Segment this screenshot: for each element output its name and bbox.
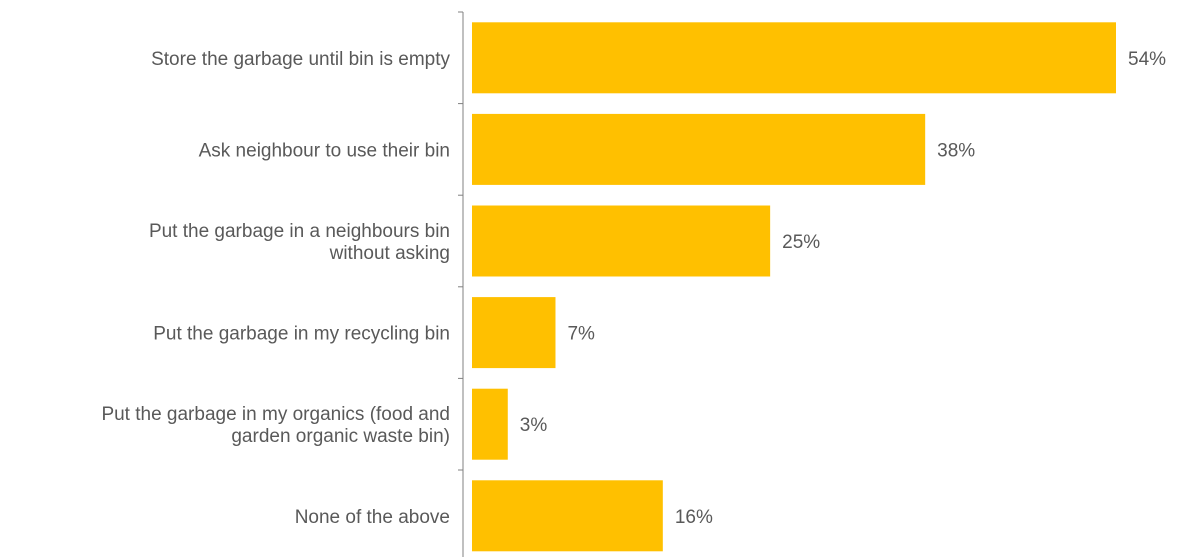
tick-label-line: garden organic waste bin) bbox=[231, 426, 450, 447]
category-axis bbox=[458, 11, 464, 557]
bar bbox=[472, 297, 556, 369]
data-label: 3% bbox=[520, 415, 548, 436]
bar bbox=[472, 480, 663, 552]
value-labels: 54% 38% 25% 7% 3% 16% bbox=[520, 49, 1166, 528]
data-label: 38% bbox=[937, 140, 975, 161]
tick-label: Store the garbage until bin is empty bbox=[151, 49, 450, 70]
tick-label-line: Ask neighbour to use their bin bbox=[199, 140, 450, 161]
category-labels: Store the garbage until bin is empty Ask … bbox=[101, 49, 450, 528]
tick-label-line: Store the garbage until bin is empty bbox=[151, 49, 450, 70]
data-label: 16% bbox=[675, 507, 713, 528]
tick-label-line: None of the above bbox=[295, 507, 450, 528]
tick-label-line: Put the garbage in my organics (food and bbox=[101, 404, 450, 425]
tick-label: Put the garbage in a neighbours bin witho… bbox=[149, 221, 450, 264]
tick-label: Put the garbage in my organics (food and… bbox=[101, 404, 450, 447]
data-label: 54% bbox=[1128, 49, 1166, 70]
tick-label: Put the garbage in my recycling bin bbox=[153, 324, 450, 345]
tick-label: None of the above bbox=[295, 507, 450, 528]
data-label: 7% bbox=[567, 324, 595, 345]
tick-label-line: without asking bbox=[329, 243, 450, 264]
bar bbox=[472, 22, 1116, 94]
bar bbox=[472, 205, 771, 277]
bar bbox=[472, 388, 508, 460]
tick-label-line: Put the garbage in a neighbours bin bbox=[149, 221, 450, 242]
bars-layer bbox=[472, 22, 1116, 552]
data-label: 25% bbox=[782, 232, 820, 253]
bar bbox=[472, 113, 926, 185]
tick-label-line: Put the garbage in my recycling bin bbox=[153, 324, 450, 345]
tick-label: Ask neighbour to use their bin bbox=[199, 140, 450, 161]
